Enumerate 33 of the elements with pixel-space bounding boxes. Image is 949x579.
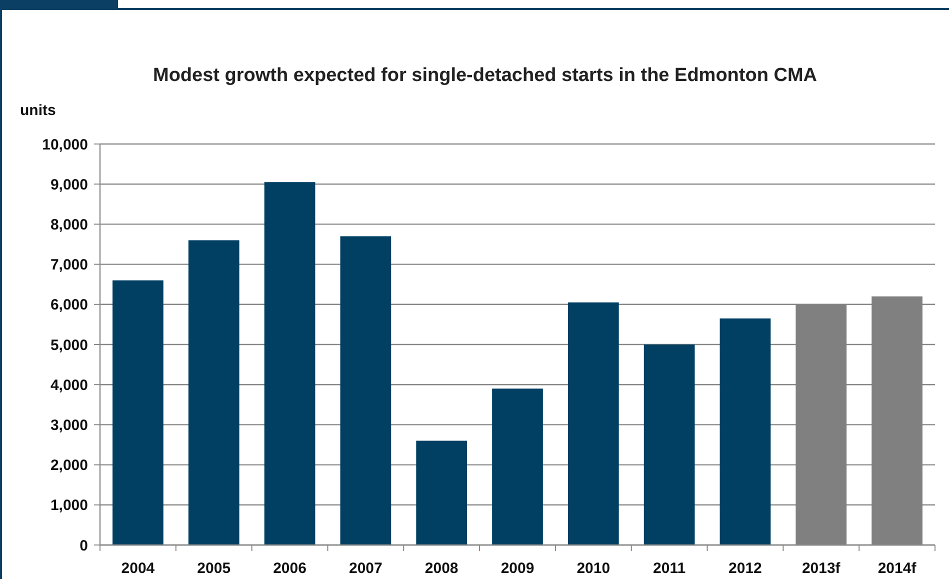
bar: [188, 240, 240, 545]
bar: [416, 440, 468, 545]
x-tick-label: 2004: [121, 560, 156, 577]
chart-title: Modest growth expected for single-detached starts in the Edmonton CMA: [153, 65, 818, 86]
bar: [492, 388, 543, 545]
y-tick-label: 2,000: [50, 457, 88, 474]
bar: [264, 182, 316, 545]
x-tick-label: 2007: [348, 560, 382, 577]
y-tick-label: 9,000: [50, 176, 88, 194]
y-axis-title: units: [20, 102, 56, 119]
x-tick-label: 2005: [197, 560, 231, 577]
bar: [340, 236, 392, 545]
bar: [112, 280, 164, 545]
x-tick-label: 2014f: [878, 560, 918, 577]
y-tick-label: 1,000: [50, 497, 88, 514]
x-tick-label: 2013f: [802, 560, 842, 577]
y-tick-label: 7,000: [50, 256, 88, 274]
x-tick-label: 2011: [653, 560, 686, 577]
bar: [644, 344, 695, 545]
y-tick-label: 0: [80, 537, 88, 554]
y-tick-label: 10,000: [42, 136, 88, 154]
y-tick-label: 3,000: [50, 416, 88, 434]
y-tick-label: 8,000: [50, 216, 88, 234]
bar: [568, 302, 619, 545]
y-tick-label: 4,000: [50, 376, 88, 394]
x-tick-label: 2012: [728, 560, 762, 577]
x-tick-label: 2008: [424, 560, 458, 577]
bar: [720, 318, 771, 545]
x-tick-label: 2009: [500, 560, 534, 577]
x-tick-label: 2010: [576, 560, 610, 577]
y-tick-label: 6,000: [50, 296, 88, 314]
y-tick-label: 5,000: [50, 336, 88, 354]
x-tick-label: 2006: [273, 560, 306, 577]
